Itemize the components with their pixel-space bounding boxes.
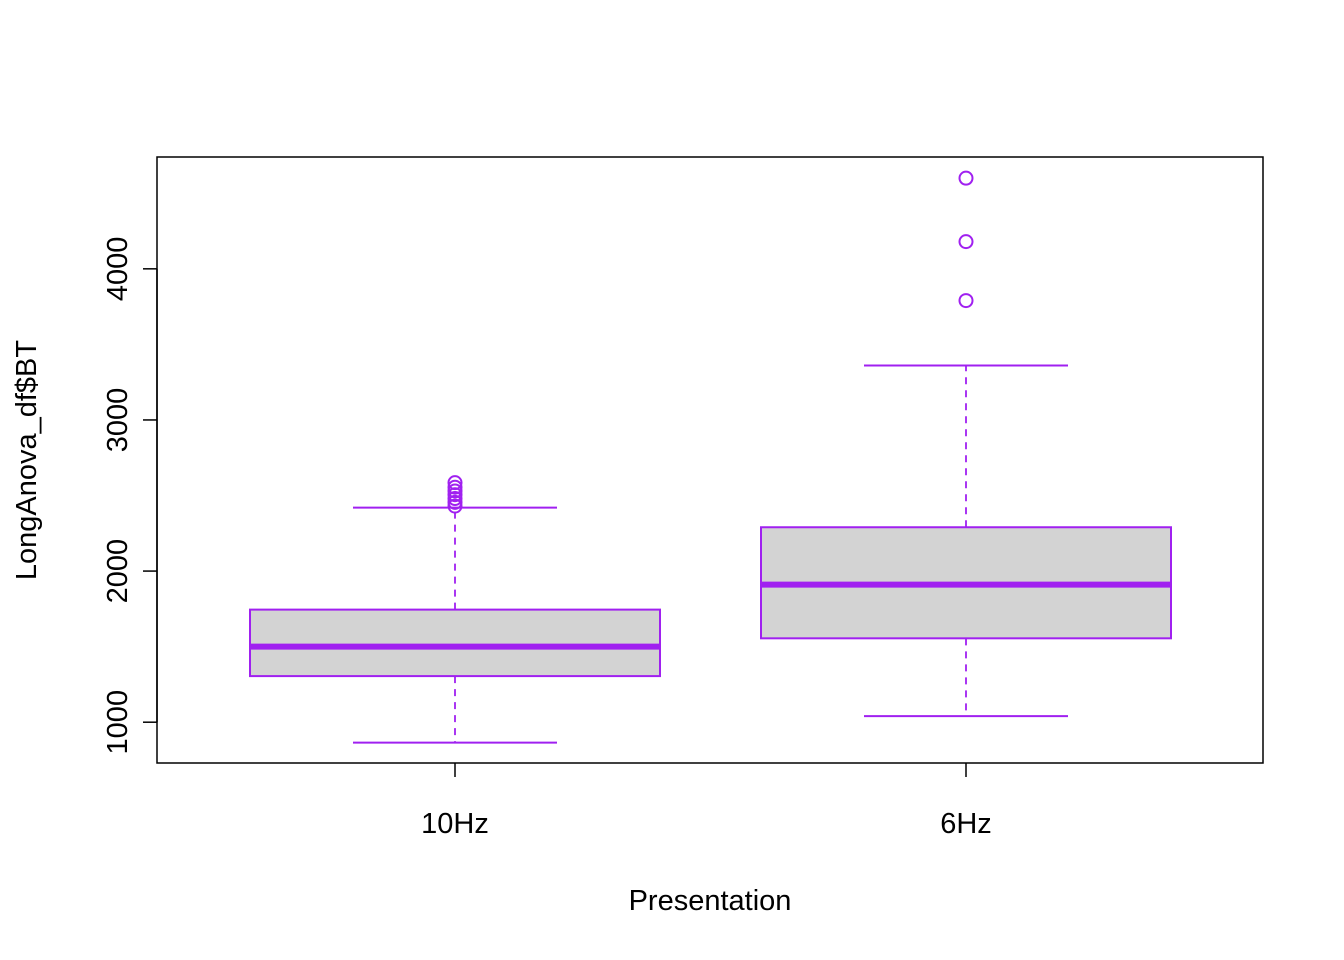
outlier-point <box>447 479 463 495</box>
y-tick-label: 4000 <box>102 237 134 302</box>
x-tick-label: 10Hz <box>421 808 489 840</box>
y-tick-label: 3000 <box>102 388 134 453</box>
outlier-point <box>447 498 463 514</box>
x-axis: 10Hz 6Hz <box>421 763 992 840</box>
x-tick-label: 6Hz <box>940 808 992 840</box>
outlier-point <box>958 234 974 250</box>
box-group-10Hz <box>249 475 661 744</box>
iqr-box <box>249 608 661 678</box>
outlier-point <box>447 494 463 510</box>
boxes-layer <box>249 170 1172 744</box>
y-axis-title: LongAnova_df$BT <box>11 340 43 581</box>
x-axis-title: Presentation <box>629 885 792 917</box>
y-axis: 1000 2000 3000 4000 <box>102 237 158 755</box>
outlier-point <box>958 170 974 186</box>
outlier-point <box>447 483 463 499</box>
y-tick-label: 2000 <box>102 539 134 604</box>
box-group-6Hz <box>760 170 1172 718</box>
y-tick-label: 1000 <box>102 690 134 755</box>
outlier-point <box>447 491 463 507</box>
outlier-point <box>958 293 974 309</box>
outlier-point <box>447 475 463 491</box>
